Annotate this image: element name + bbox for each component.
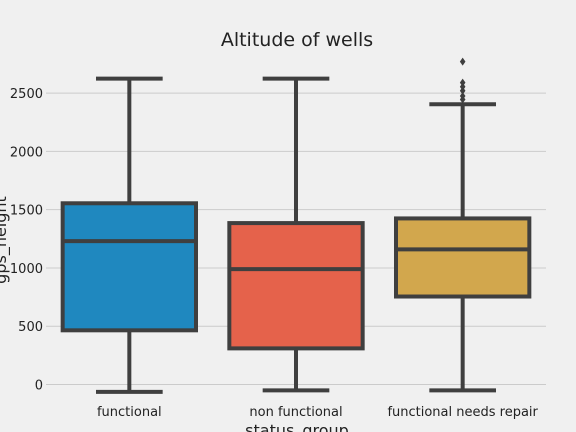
y-tick-label: 2000 [10,145,43,160]
outlier-point [459,57,466,66]
y-tick-label: 1500 [10,204,43,219]
iqr-box [60,201,198,333]
y-tick-labels: 0 500 1000 1500 2000 2500 [10,87,43,393]
x-tick-label: functional [97,405,162,420]
outlier-point [459,82,466,91]
box-1 [60,76,198,394]
x-tick-labels: functional non functional functional needs… [97,405,539,420]
boxes [60,57,532,394]
outlier-point [459,92,466,101]
box-3 [394,57,532,393]
y-tick-label: 2500 [10,87,43,102]
y-axis-label: gps_height [0,196,11,284]
iqr-box [394,216,532,299]
chart-title: Altitude of wells [221,29,373,51]
y-tick-label: 1000 [10,262,43,277]
x-axis-label: status_group [245,421,349,432]
outlier-point [459,78,466,87]
x-tick-label: functional needs repair [387,405,538,420]
outlier-point [459,86,466,95]
y-tick-label: 500 [18,320,43,335]
box-2 [227,76,365,393]
y-tick-label: 0 [35,379,43,394]
iqr-box [227,221,365,351]
x-tick-label: non functional [249,405,342,420]
